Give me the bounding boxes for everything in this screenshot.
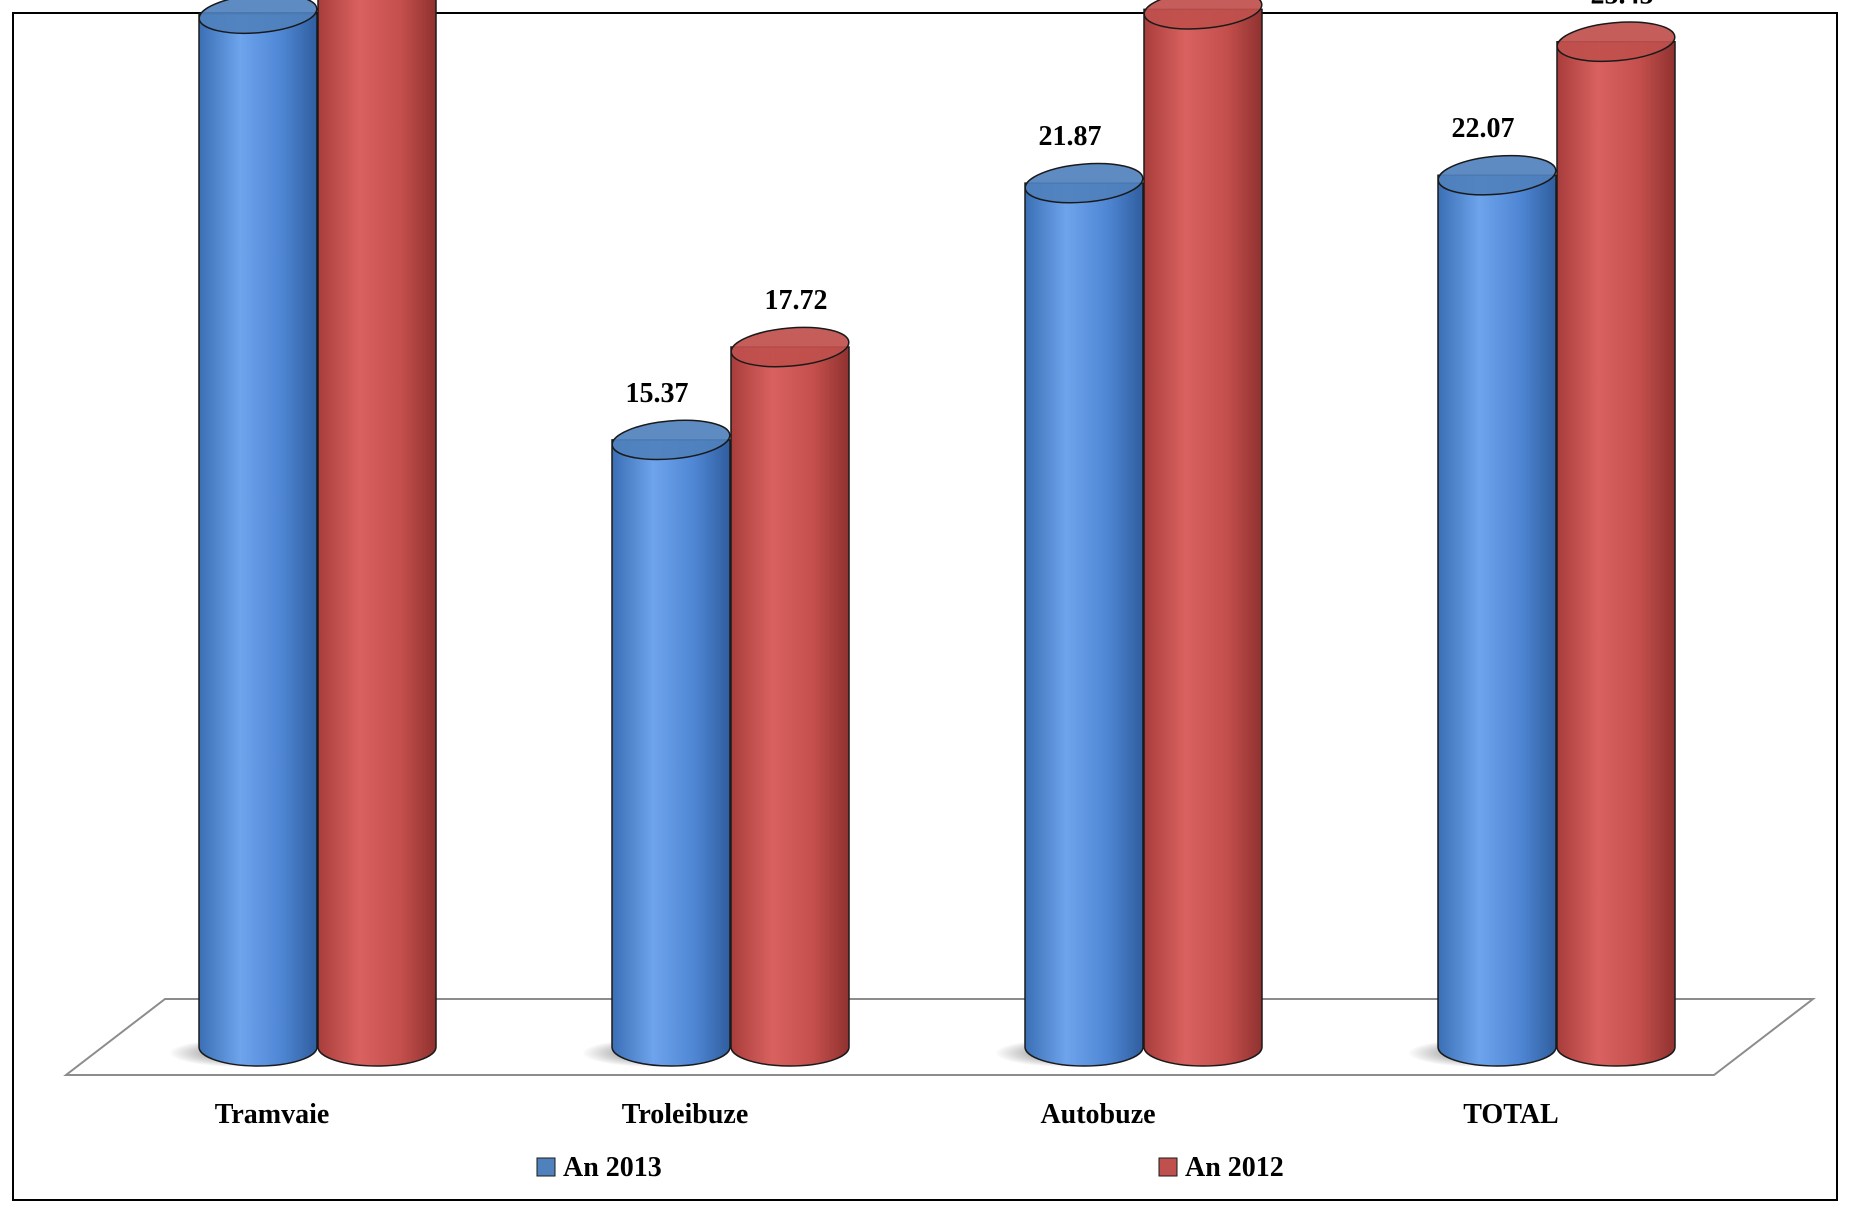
bar-tramvaie-an-2012 (317, 0, 437, 1067)
category-label-tramvaie: Tramvaie (215, 1099, 330, 1130)
legend-item-an-2013: An 2013 (536, 1152, 662, 1183)
value-label-troleibuze-an-2013: 15.37 (626, 378, 689, 409)
legend-item-an-2012: An 2012 (1158, 1152, 1284, 1183)
value-label-autobuze-an-2013: 21.87 (1039, 121, 1102, 152)
value-label-total-an-2012: 25.45 (1591, 0, 1654, 11)
bar-troleibuze-an-2012 (730, 326, 850, 1067)
bar-total-an-2012 (1556, 21, 1676, 1067)
category-label-troleibuze: Troleibuze (622, 1099, 749, 1130)
category-label-total: TOTAL (1463, 1099, 1558, 1130)
legend-swatch-an-2012 (1158, 1157, 1178, 1177)
value-label-troleibuze-an-2012: 17.72 (765, 285, 828, 316)
legend-swatch-an-2013 (536, 1157, 556, 1177)
bar-autobuze-an-2013 (1024, 162, 1144, 1067)
bar-tramvaie-an-2013 (198, 0, 318, 1067)
legend-label-an-2012: An 2012 (1185, 1152, 1284, 1183)
value-label-total-an-2013: 22.07 (1452, 113, 1515, 144)
bar-total-an-2013 (1437, 154, 1557, 1067)
category-label-autobuze: Autobuze (1040, 1099, 1155, 1130)
bar-autobuze-an-2012 (1143, 0, 1263, 1067)
legend-label-an-2013: An 2013 (563, 1152, 662, 1183)
bar-troleibuze-an-2013 (611, 419, 731, 1067)
chart-floor (63, 998, 1816, 1076)
